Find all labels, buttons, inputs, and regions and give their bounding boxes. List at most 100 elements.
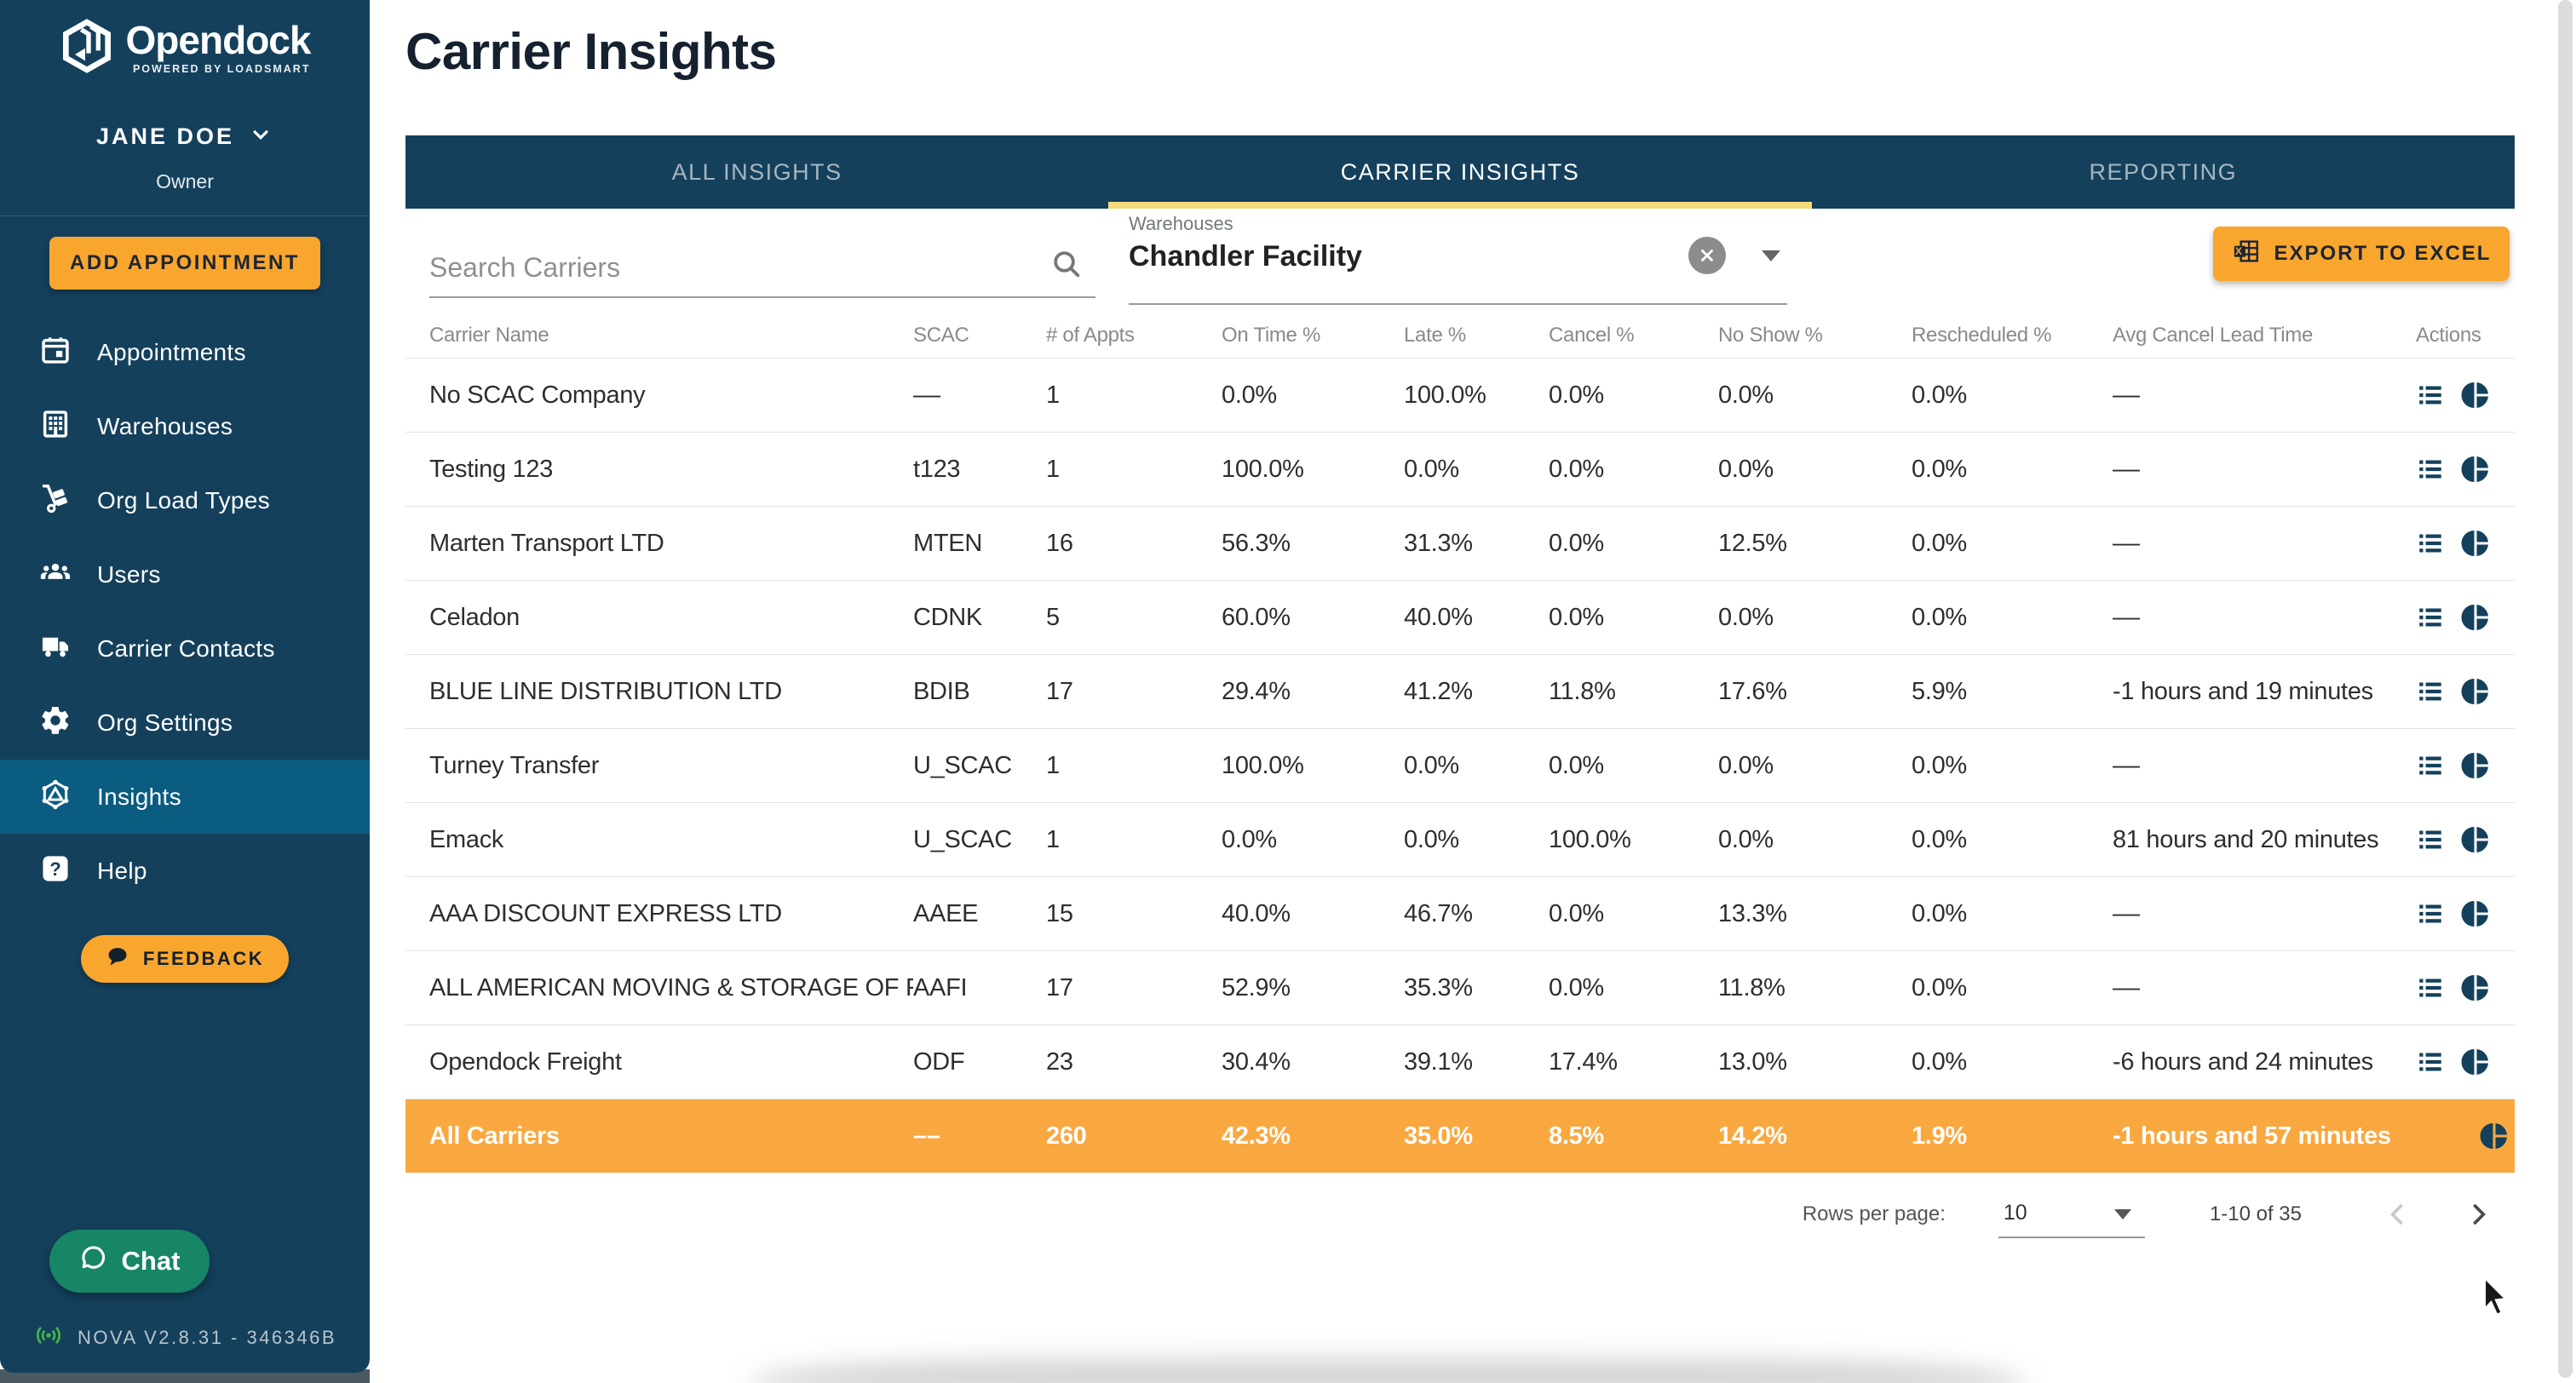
list-details-icon[interactable] — [2416, 751, 2445, 780]
cell-no-show: 11.8% — [1718, 973, 1785, 1001]
list-details-icon[interactable] — [2416, 1047, 2445, 1076]
table-row[interactable]: Testing 123 t123 1 100.0% 0.0% 0.0% 0.0%… — [405, 433, 2515, 507]
summary-late: 35.0% — [1404, 1122, 1473, 1150]
summary-lead-time: -1 hours and 57 minutes — [2113, 1122, 2391, 1150]
table-row[interactable]: AAA DISCOUNT EXPRESS LTD AAEE 15 40.0% 4… — [405, 877, 2515, 951]
list-details-icon[interactable] — [2416, 677, 2445, 706]
cell-carrier-name: Emack — [429, 825, 504, 853]
col-header-on-time: On Time % — [1222, 323, 1320, 347]
cell-scac: MTEN — [913, 529, 982, 557]
sidebar-item-org-load-types[interactable]: Org Load Types — [0, 463, 370, 537]
sidebar-item-warehouses[interactable]: Warehouses — [0, 389, 370, 463]
table-header-row: Carrier Name SCAC # of Appts On Time % L… — [405, 313, 2515, 359]
version-text: NOVA V2.8.31 - 346346B — [77, 1326, 337, 1348]
next-page-icon[interactable] — [2464, 1200, 2493, 1229]
table-row[interactable]: ALL AMERICAN MOVING & STORAGE OF FA AAFI… — [405, 951, 2515, 1025]
pie-chart-icon[interactable] — [2460, 973, 2491, 1003]
pie-chart-icon[interactable] — [2460, 602, 2491, 633]
chat-label: Chat — [121, 1246, 181, 1276]
cell-rescheduled: 0.0% — [1912, 381, 1967, 409]
feedback-button[interactable]: FEEDBACK — [81, 935, 289, 983]
col-header-cancel: Cancel % — [1549, 323, 1635, 347]
pie-chart-icon[interactable] — [2460, 454, 2491, 485]
add-appointment-button[interactable]: ADD APPOINTMENT — [49, 237, 320, 290]
tab-reporting[interactable]: REPORTING — [2089, 158, 2238, 185]
pie-chart-icon[interactable] — [2460, 380, 2491, 410]
cell-lead-time: –– — [2113, 973, 2140, 1001]
sidebar-item-label: Users — [97, 560, 161, 588]
pie-chart-icon[interactable] — [2460, 898, 2491, 929]
cell-rescheduled: 0.0% — [1912, 455, 1967, 483]
table-row[interactable]: No SCAC Company –– 1 0.0% 100.0% 0.0% 0.… — [405, 359, 2515, 433]
cell-scac: CDNK — [913, 603, 982, 631]
cell-rescheduled: 0.0% — [1912, 529, 1967, 557]
col-header-late: Late % — [1404, 323, 1466, 347]
cell-appts: 1 — [1046, 825, 1060, 853]
cell-lead-time: 81 hours and 20 minutes — [2113, 825, 2379, 853]
pie-chart-icon[interactable] — [2460, 750, 2491, 781]
pie-chart-icon[interactable] — [2460, 528, 2491, 559]
sidebar-item-appointments[interactable]: Appointments — [0, 315, 370, 389]
list-details-icon[interactable] — [2416, 381, 2445, 410]
table-body: No SCAC Company –– 1 0.0% 100.0% 0.0% 0.… — [405, 359, 2515, 1099]
cell-carrier-name: ALL AMERICAN MOVING & STORAGE OF FA — [429, 973, 913, 1001]
sidebar-item-help[interactable]: ? Help — [0, 834, 370, 908]
summary-no-show: 14.2% — [1718, 1122, 1787, 1150]
table-row[interactable]: Emack U_SCAC 1 0.0% 0.0% 100.0% 0.0% 0.0… — [405, 803, 2515, 877]
pagination-range: 1-10 of 35 — [2209, 1202, 2302, 1225]
list-details-icon[interactable] — [2416, 603, 2445, 632]
summary-row-all-carriers[interactable]: All Carriers –– 260 42.3% 35.0% 8.5% 14.… — [405, 1099, 2515, 1173]
table-row[interactable]: Celadon CDNK 5 60.0% 40.0% 0.0% 0.0% 0.0… — [405, 581, 2515, 655]
summary-name: All Carriers — [429, 1122, 560, 1150]
opendock-logo: Opendock POWERED BY LOADSMART — [0, 0, 370, 77]
cell-appts: 23 — [1046, 1047, 1073, 1076]
cell-no-show: 0.0% — [1718, 603, 1774, 631]
dropdown-caret-icon[interactable] — [1762, 250, 1780, 261]
sidebar-nav: Appointments Warehouses — [0, 315, 370, 908]
insights-hexagon-icon — [39, 778, 72, 815]
cell-on-time: 60.0% — [1222, 603, 1291, 631]
list-details-icon[interactable] — [2416, 973, 2445, 1002]
table-row[interactable]: BLUE LINE DISTRIBUTION LTD BDIB 17 29.4%… — [405, 655, 2515, 729]
pie-chart-icon[interactable] — [2460, 1047, 2491, 1077]
search-placeholder: Search Carriers — [429, 252, 621, 283]
summary-rescheduled: 1.9% — [1912, 1122, 1967, 1150]
previous-page-icon[interactable] — [2383, 1200, 2412, 1229]
user-menu[interactable]: JANE DOE — [0, 122, 370, 152]
sidebar-divider — [0, 215, 370, 216]
sidebar-item-users[interactable]: Users — [0, 537, 370, 611]
sidebar-item-org-settings[interactable]: Org Settings — [0, 686, 370, 760]
export-to-excel-button[interactable]: X EXPORT TO EXCEL — [2213, 227, 2510, 281]
cell-cancel: 0.0% — [1549, 529, 1604, 557]
clear-icon[interactable] — [1688, 237, 1726, 274]
cell-late: 0.0% — [1404, 751, 1459, 779]
list-details-icon[interactable] — [2416, 825, 2445, 854]
table-row[interactable]: Turney Transfer U_SCAC 1 100.0% 0.0% 0.0… — [405, 729, 2515, 803]
version-row: NOVA V2.8.31 - 346346B — [0, 1323, 370, 1352]
table-row[interactable]: Opendock Freight ODF 23 30.4% 39.1% 17.4… — [405, 1025, 2515, 1099]
tab-carrier-insights[interactable]: CARRIER INSIGHTS — [1108, 135, 1812, 209]
warehouse-select[interactable]: Warehouses Chandler Facility — [1129, 209, 1787, 305]
list-details-icon[interactable] — [2416, 899, 2445, 928]
pie-chart-icon[interactable] — [2460, 676, 2491, 707]
cell-rescheduled: 0.0% — [1912, 899, 1967, 927]
search-input[interactable]: Search Carriers — [429, 220, 1095, 305]
table-row[interactable]: Marten Transport LTD MTEN 16 56.3% 31.3%… — [405, 507, 2515, 581]
sidebar-item-insights[interactable]: Insights — [0, 760, 370, 834]
cell-cancel: 11.8% — [1549, 677, 1616, 705]
truck-icon — [39, 630, 72, 667]
cell-scac: BDIB — [913, 677, 970, 705]
cell-lead-time: –– — [2113, 899, 2140, 927]
vertical-scrollbar[interactable] — [2558, 0, 2573, 1378]
chat-button[interactable]: Chat — [49, 1230, 210, 1293]
cell-carrier-name: No SCAC Company — [429, 381, 646, 409]
pie-chart-icon[interactable] — [2460, 824, 2491, 855]
pie-chart-icon[interactable] — [2479, 1121, 2510, 1151]
cell-on-time: 100.0% — [1222, 751, 1304, 779]
list-details-icon[interactable] — [2416, 455, 2445, 484]
tab-all-insights[interactable]: ALL INSIGHTS — [671, 158, 842, 185]
sidebar-item-carrier-contacts[interactable]: Carrier Contacts — [0, 611, 370, 686]
cell-carrier-name: Testing 123 — [429, 455, 554, 483]
rows-per-page-select[interactable]: 10 — [1998, 1196, 2145, 1238]
list-details-icon[interactable] — [2416, 529, 2445, 558]
